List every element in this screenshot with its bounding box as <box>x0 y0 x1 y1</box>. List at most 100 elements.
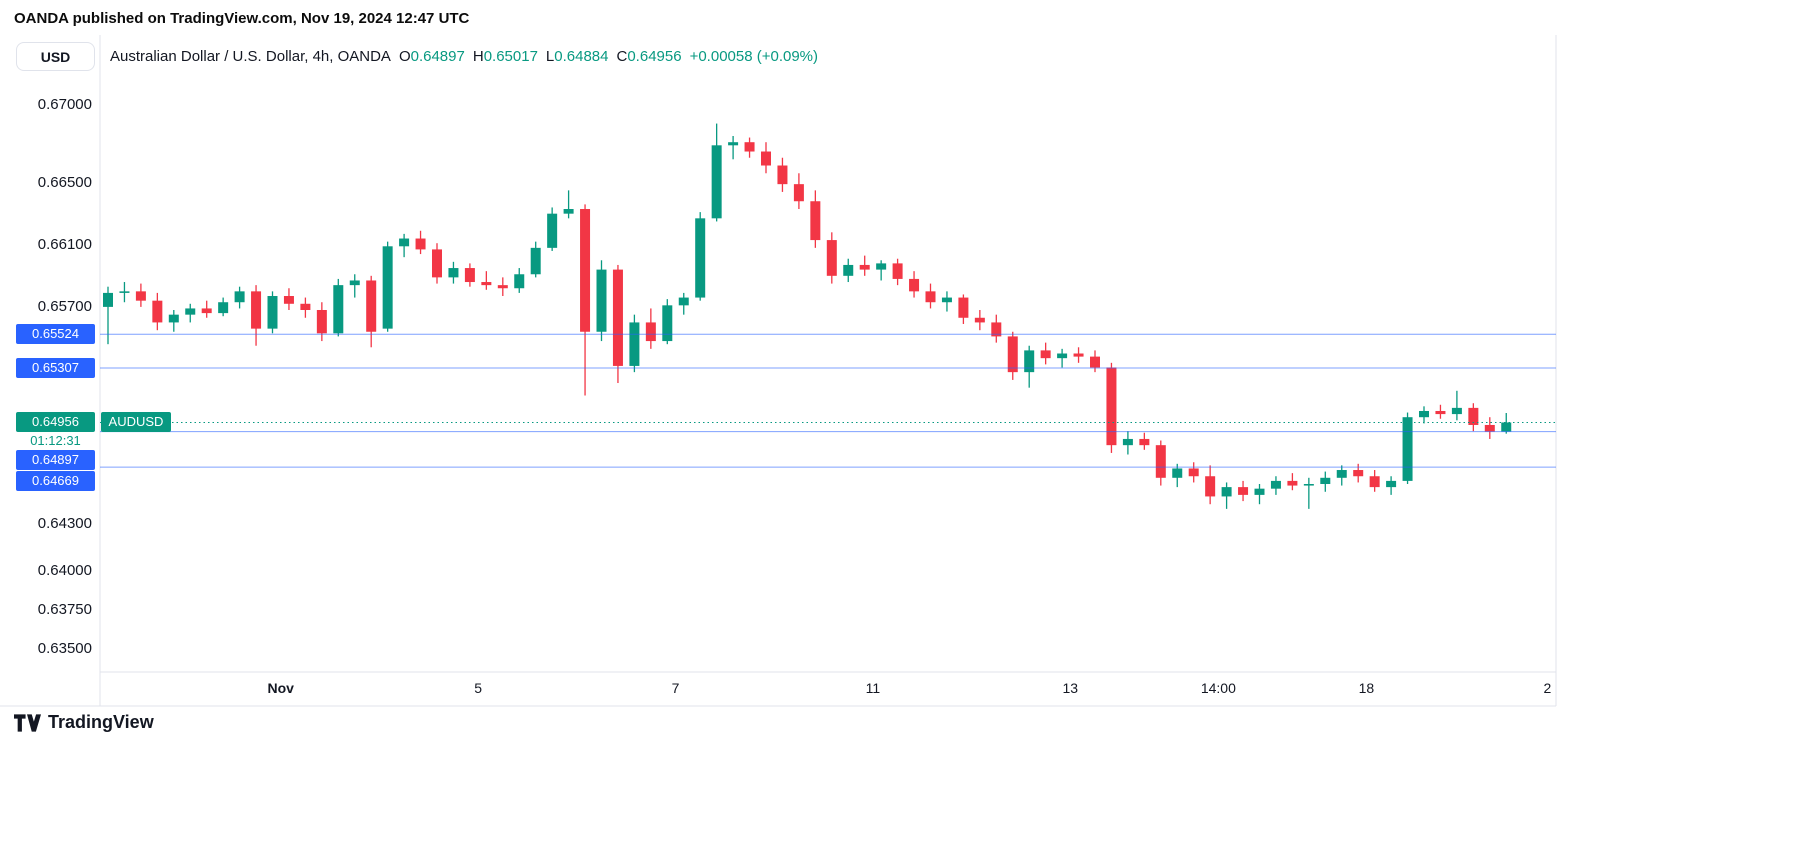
candle-body <box>1122 438 1133 446</box>
candle-body <box>530 247 541 275</box>
candle-body <box>366 280 377 332</box>
candle-body <box>349 280 360 286</box>
price-line-badge: 0.65307 <box>16 357 95 378</box>
candle-body <box>251 291 262 329</box>
candle-body <box>1024 350 1035 373</box>
x-axis-label: 2 <box>1543 680 1552 696</box>
candle-body <box>481 282 492 286</box>
x-axis-label: 5 <box>474 680 483 696</box>
x-axis-label: 11 <box>865 680 881 696</box>
currency-toggle-label: USD <box>40 48 71 65</box>
x-axis-label: Nov <box>267 680 294 696</box>
candle-body <box>596 269 607 332</box>
candle-body <box>1205 476 1216 497</box>
price-line-badge: 0.65524 <box>16 324 95 345</box>
change-value: +0.00058 (+0.09%) <box>689 48 819 65</box>
candle-body <box>563 209 574 214</box>
y-axis-tick: 0.63750 <box>37 600 92 618</box>
candle-body <box>991 322 1002 337</box>
candle-body <box>876 263 887 270</box>
price-line-badge: 0.64897 <box>16 450 95 471</box>
candle-body <box>761 151 771 166</box>
x-axis-label: 7 <box>671 680 680 696</box>
candle-body <box>185 308 196 315</box>
candle-body <box>941 297 952 303</box>
symbol-title: Australian Dollar / U.S. Dollar, 4h, OAN… <box>110 48 391 65</box>
candle-body <box>234 291 245 303</box>
candle-body <box>612 269 623 366</box>
x-axis-label: 13 <box>1062 680 1079 696</box>
candle-body <box>1040 350 1051 359</box>
candle-body <box>201 308 212 314</box>
candle-body <box>1270 480 1281 489</box>
tradingview-logo-icon <box>14 713 41 732</box>
candle-body <box>168 314 179 323</box>
tradingview-logo[interactable]: TradingView <box>14 712 154 733</box>
candle-body <box>728 142 739 146</box>
candle-body <box>152 300 163 323</box>
ohlc-high: H0.65017 <box>472 48 538 65</box>
bar-countdown: 01:12:31 <box>30 433 81 449</box>
candle-body <box>547 213 558 248</box>
candle-body <box>1501 422 1512 432</box>
candle-body <box>135 291 146 301</box>
candle-body <box>497 285 508 289</box>
attribution-text: OANDA published on TradingView.com, Nov … <box>14 10 470 27</box>
candle-body <box>662 305 673 342</box>
candle-body <box>909 278 920 292</box>
price-line-badge: 0.64669 <box>16 471 95 492</box>
candle-body <box>1451 407 1462 415</box>
candle-body <box>1402 417 1413 481</box>
candle-body <box>1106 367 1117 446</box>
symbol-header: Australian Dollar / U.S. Dollar, 4h, OAN… <box>110 48 818 65</box>
candle-body <box>119 291 130 293</box>
candle-body <box>793 184 804 202</box>
candle-body <box>678 297 689 306</box>
candle-body <box>432 249 442 278</box>
y-axis-tick: 0.63500 <box>37 639 92 657</box>
candle-body <box>415 238 426 250</box>
candle-body <box>826 240 837 276</box>
candle-body <box>777 165 788 185</box>
candle-body <box>382 246 393 329</box>
candle-body <box>267 296 278 329</box>
candle-body <box>1139 438 1150 446</box>
candle-body <box>1386 480 1397 488</box>
candle-body <box>1090 356 1100 368</box>
tradingview-logo-text: TradingView <box>48 712 154 732</box>
candle-body <box>645 322 656 342</box>
candle-body <box>744 142 755 152</box>
candle-body <box>1320 477 1331 485</box>
candle-body <box>711 145 722 219</box>
y-axis-tick: 0.66500 <box>37 173 92 191</box>
candle-body <box>1353 470 1364 477</box>
y-axis-tick: 0.64000 <box>37 562 92 579</box>
candle-body <box>1221 487 1232 497</box>
ohlc-close: C0.64956 <box>616 48 682 65</box>
candle-body <box>1007 336 1018 373</box>
candle-body <box>464 268 475 283</box>
candle-body <box>974 317 985 323</box>
candle-body <box>1155 445 1166 478</box>
ohlc-low: L0.64884 <box>545 48 609 65</box>
candle-body <box>333 285 344 334</box>
candle-body <box>1188 468 1199 477</box>
current-price-badge: 0.64956 <box>16 412 95 433</box>
current-symbol-badge: AUDUSD <box>101 412 171 433</box>
candle-body <box>1073 353 1084 357</box>
x-axis-label: 18 <box>1358 680 1375 696</box>
candle-body <box>925 291 936 303</box>
candle-body <box>1336 470 1347 478</box>
y-axis-tick: 0.64300 <box>37 515 92 533</box>
candle-body <box>1172 468 1183 478</box>
currency-toggle-button[interactable]: USD <box>16 42 95 71</box>
candle-body <box>103 292 113 307</box>
candle-body <box>316 309 327 334</box>
candle-body <box>859 264 870 270</box>
candle-body <box>695 218 706 298</box>
candle-body <box>843 264 854 276</box>
ohlc-open: O0.64897 <box>398 48 465 65</box>
candle-body <box>1303 484 1314 486</box>
